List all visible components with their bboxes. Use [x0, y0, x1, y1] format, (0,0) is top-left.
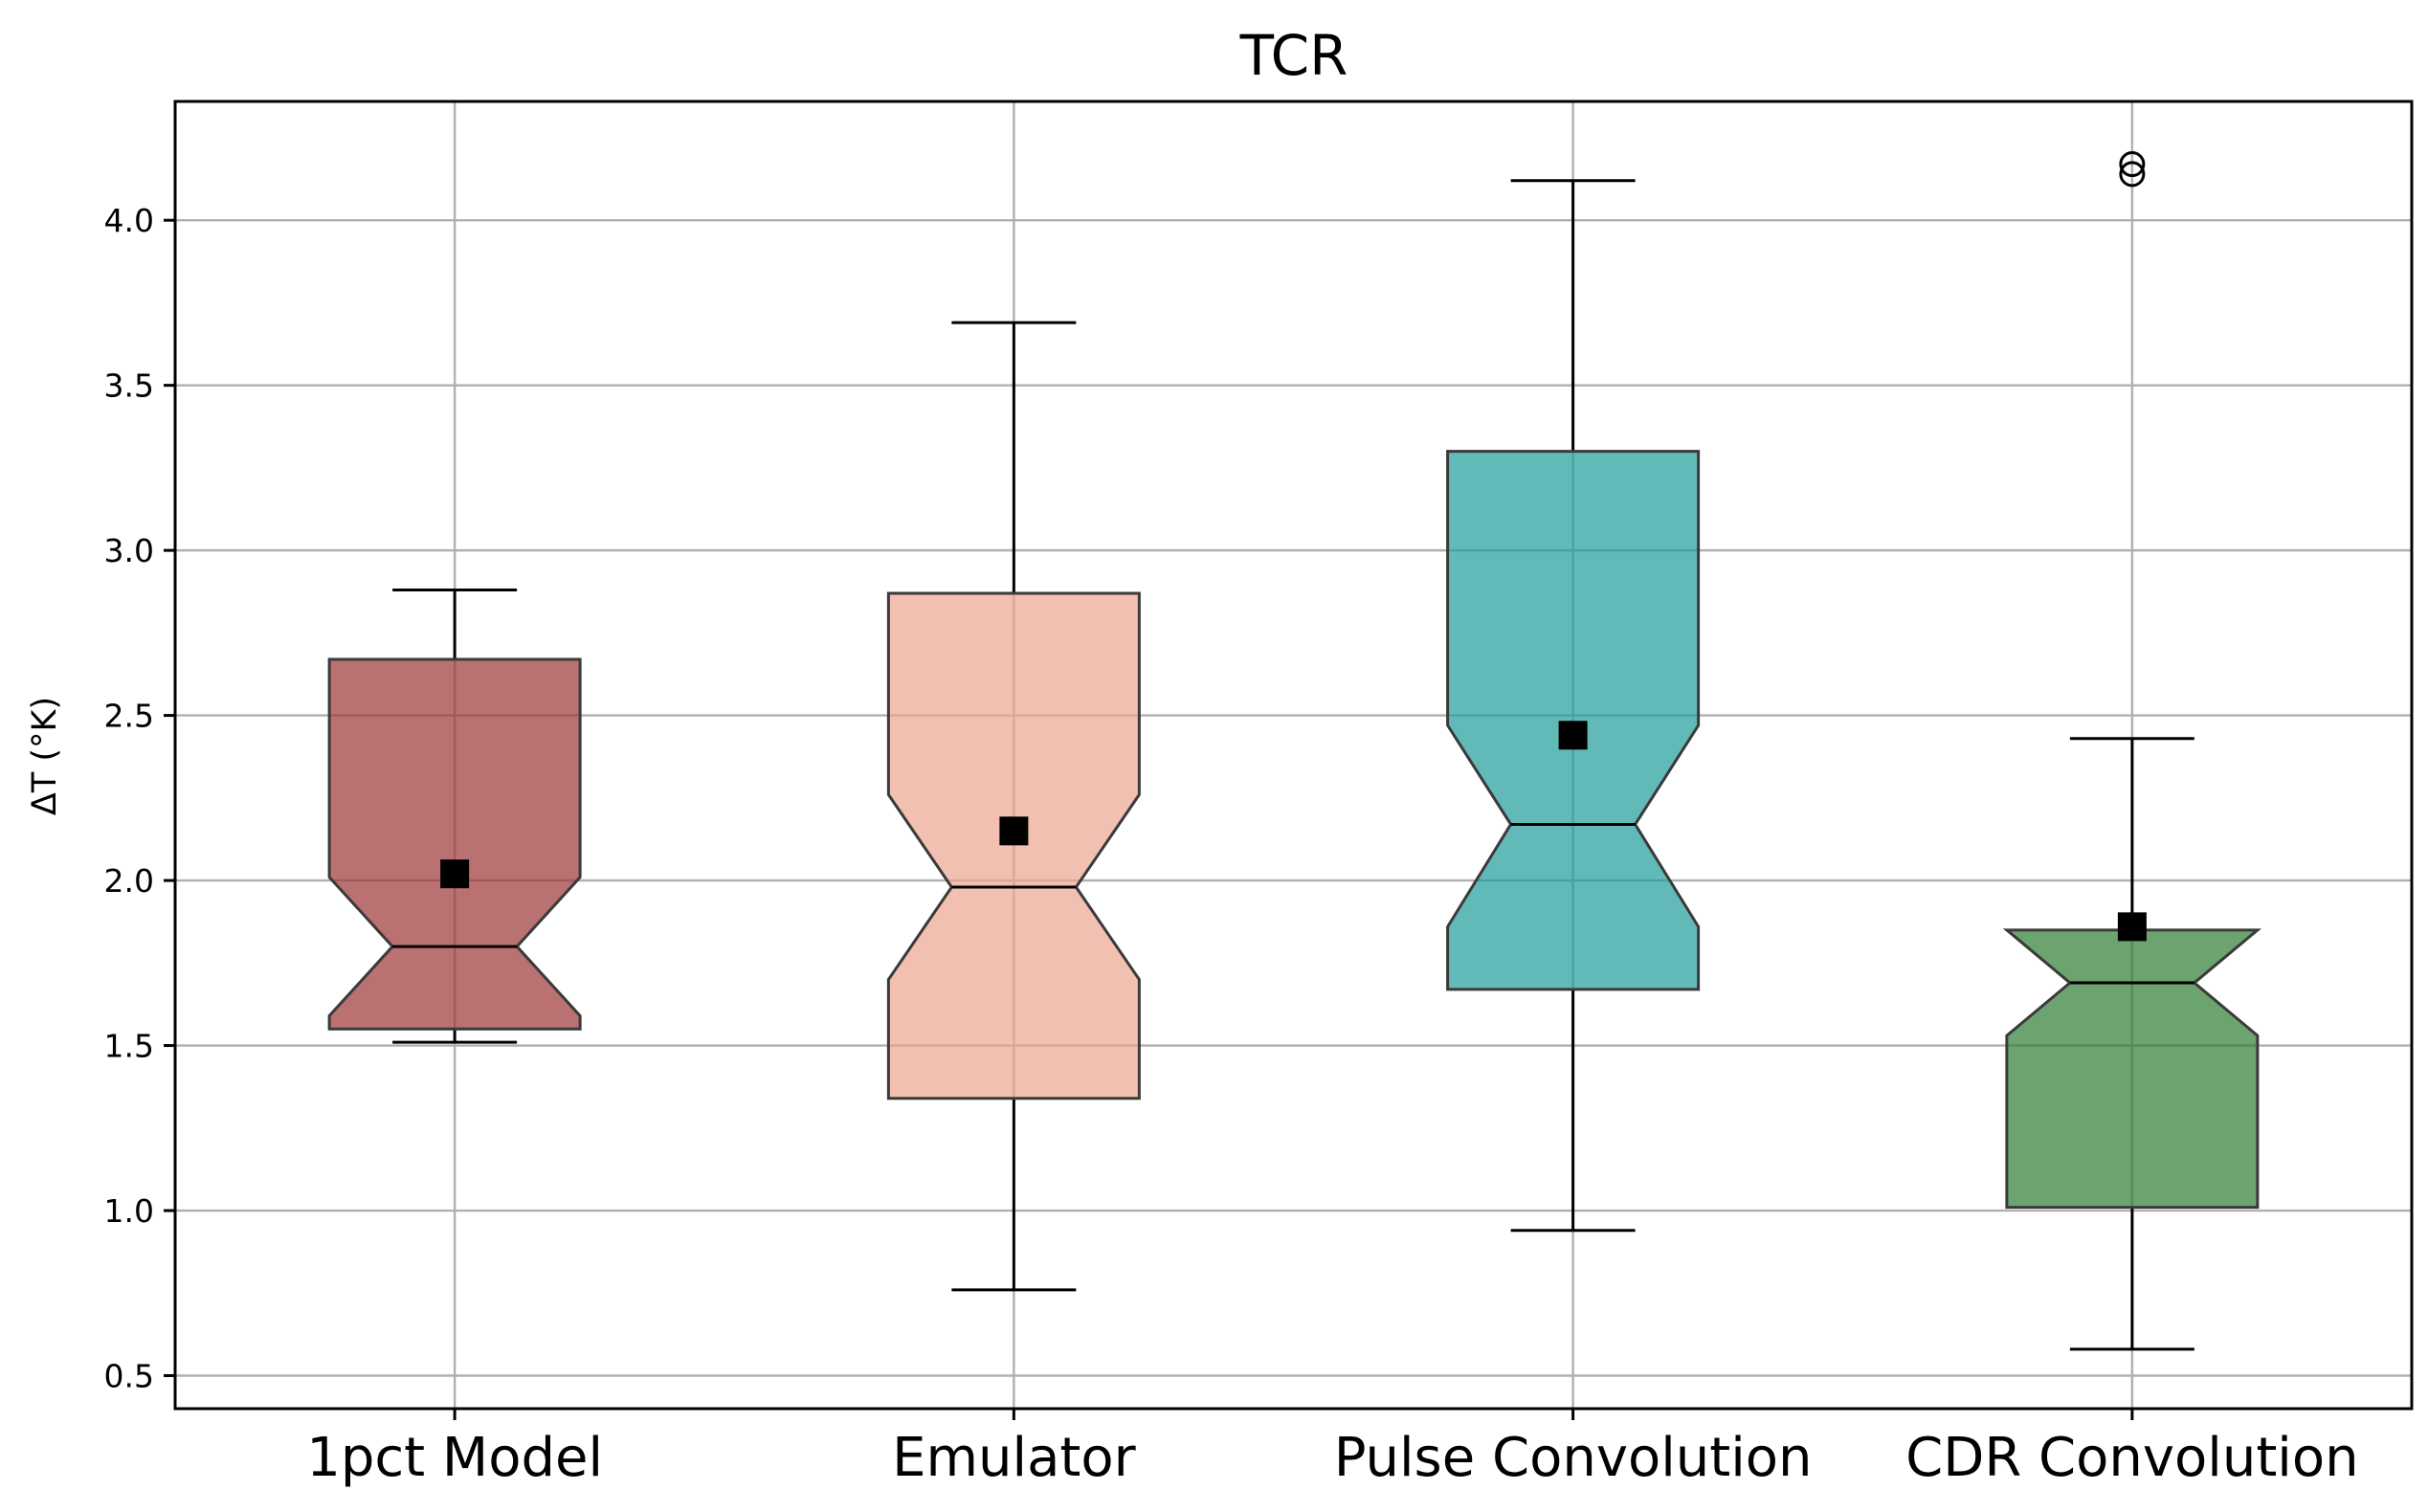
cdr-convolution-outlier: [2119, 151, 2146, 178]
y-tick-label: 2.5: [104, 698, 154, 735]
y-tick-label: 3.5: [104, 367, 154, 405]
x-tick-label: 1pct Model: [306, 1427, 603, 1489]
1pct-model-mean-marker: [440, 859, 470, 889]
x-tick-label: Emulator: [892, 1427, 1137, 1489]
y-tick-label: 2.0: [104, 862, 154, 900]
pulse-convolution-box: [1446, 450, 1701, 991]
x-tick-label: Pulse Convolution: [1334, 1427, 1813, 1489]
emulator-box: [886, 591, 1141, 1101]
y-tick-label: 3.0: [104, 532, 154, 569]
chart-title: TCR: [1239, 23, 1348, 88]
y-tick-label: 4.0: [104, 202, 154, 239]
pulse-convolution-mean-marker: [1558, 721, 1588, 750]
x-tick-label: CDR Convolution: [1905, 1427, 2359, 1489]
box-layer: [327, 151, 2262, 1351]
emulator-mean-marker: [999, 816, 1029, 846]
1pct-model-box: [327, 657, 582, 1031]
y-axis-label: ΔT (°K): [26, 697, 64, 815]
y-tick-label: 1.0: [104, 1192, 154, 1230]
plot-frame: [173, 100, 2414, 1411]
axis-layer: 0.5 1.0 1.5 2.0 2.5 3.0 3.5 4.0 1pct Model Emulat…: [104, 100, 2414, 1489]
cdr-convolution-box: [2002, 928, 2262, 1210]
cdr-convolution-outlier: [2119, 161, 2146, 188]
y-tick-label: 1.5: [104, 1028, 154, 1065]
cdr-convolution-mean-marker: [2117, 912, 2147, 942]
y-tick-label: 0.5: [104, 1358, 154, 1395]
